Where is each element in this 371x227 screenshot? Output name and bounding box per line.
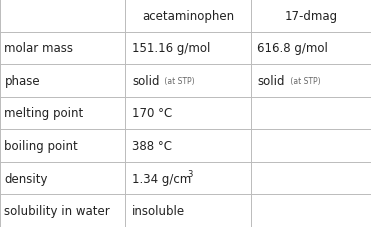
Text: 151.16 g/mol: 151.16 g/mol	[132, 42, 210, 55]
Text: solid: solid	[257, 75, 285, 88]
Text: insoluble: insoluble	[132, 204, 185, 217]
Text: 616.8 g/mol: 616.8 g/mol	[257, 42, 328, 55]
Text: solubility in water: solubility in water	[4, 204, 110, 217]
Text: (at STP): (at STP)	[288, 76, 320, 86]
Text: acetaminophen: acetaminophen	[142, 10, 234, 23]
Text: 17-dmag: 17-dmag	[284, 10, 338, 23]
Text: (at STP): (at STP)	[162, 76, 195, 86]
Text: solid: solid	[132, 75, 160, 88]
Text: boiling point: boiling point	[4, 139, 78, 152]
Text: phase: phase	[4, 75, 40, 88]
Text: molar mass: molar mass	[4, 42, 73, 55]
Text: 388 °C: 388 °C	[132, 139, 172, 152]
Text: 1.34 g/cm: 1.34 g/cm	[132, 172, 191, 185]
Text: density: density	[4, 172, 48, 185]
Text: 3: 3	[188, 169, 193, 178]
Text: melting point: melting point	[4, 107, 84, 120]
Text: 170 °C: 170 °C	[132, 107, 172, 120]
